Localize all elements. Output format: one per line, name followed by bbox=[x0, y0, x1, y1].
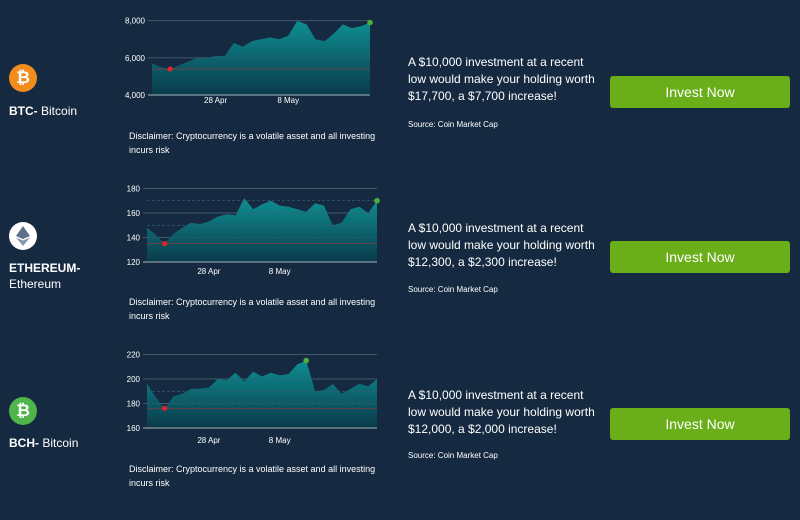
source-text: Source: Coin Market Cap bbox=[408, 285, 498, 294]
disclaimer-text: Disclaimer: Cryptocurrency is a volatile… bbox=[129, 297, 376, 321]
eth-price-chart: 120 140 160 180 28 Apr 8 May bbox=[127, 184, 380, 276]
bch-price-chart: 160 180 200 220 28 Apr 8 May bbox=[127, 350, 377, 445]
x-tick-label: 8 May bbox=[269, 436, 291, 445]
coin-full-name: Bitcoin bbox=[41, 104, 78, 118]
disclaimer-text: Disclaimer: Cryptocurrency is a volatile… bbox=[129, 464, 376, 488]
price-area bbox=[152, 20, 370, 96]
disclaimer-text: Disclaimer: Cryptocurrency is a volatile… bbox=[129, 131, 376, 155]
price-area bbox=[147, 198, 377, 262]
coin-name: BTC- Bitcoin bbox=[9, 103, 77, 119]
y-tick-label: 120 bbox=[127, 258, 141, 267]
x-tick-label: 28 Apr bbox=[197, 267, 220, 276]
x-tick-label: 28 Apr bbox=[204, 96, 227, 105]
bitcoin-cash-icon: ₿ bbox=[9, 397, 37, 425]
coin-ticker: BCH- bbox=[9, 436, 39, 450]
x-tick-label: 28 Apr bbox=[197, 436, 220, 445]
y-tick-label: 160 bbox=[127, 424, 141, 433]
source-text: Source: Coin Market Cap bbox=[408, 120, 498, 129]
coin-full-name: Ethereum bbox=[9, 277, 62, 291]
invest-now-button-eth[interactable]: Invest Now bbox=[610, 241, 790, 273]
y-tick-label: 160 bbox=[127, 209, 141, 218]
invest-now-button-btc[interactable]: Invest Now bbox=[610, 76, 790, 108]
y-tick-label: 8,000 bbox=[125, 17, 146, 26]
y-tick-label: 180 bbox=[127, 184, 141, 193]
coin-name: BCH- Bitcoin bbox=[9, 435, 78, 451]
coin-name: ETHEREUM- Ethereum bbox=[9, 260, 80, 292]
y-tick-label: 140 bbox=[127, 233, 141, 242]
investment-pitch: A $10,000 investment at a recent low wou… bbox=[408, 221, 595, 269]
investment-pitch: A $10,000 investment at a recent low wou… bbox=[408, 55, 595, 103]
x-tick-label: 8 May bbox=[269, 267, 291, 276]
coin-full-name: Bitcoin bbox=[42, 436, 79, 450]
y-tick-label: 200 bbox=[127, 375, 141, 384]
x-tick-label: 8 May bbox=[277, 96, 299, 105]
coin-row-btc: 4,000 6,000 8,000 28 Apr 8 May ₿ BTC- Bitcoi… bbox=[0, 0, 800, 170]
y-tick-label: 4,000 bbox=[125, 91, 146, 100]
y-tick-label: 180 bbox=[127, 399, 141, 408]
source-text: Source: Coin Market Cap bbox=[408, 451, 498, 460]
investment-pitch: A $10,000 investment at a recent low wou… bbox=[408, 388, 595, 436]
bitcoin-icon: ₿ bbox=[9, 64, 37, 92]
recent-low-marker bbox=[162, 405, 168, 411]
recent-low-marker bbox=[162, 241, 168, 247]
y-tick-label: 6,000 bbox=[125, 54, 146, 63]
coin-ticker: BTC- bbox=[9, 104, 38, 118]
coin-row-bch: 160 180 200 220 28 Apr 8 May ₿ BCH- Bitcoin D… bbox=[0, 340, 800, 510]
coin-ticker: ETHEREUM- bbox=[9, 261, 81, 275]
recent-high-marker bbox=[367, 19, 373, 26]
recent-low-marker bbox=[167, 66, 173, 72]
invest-now-button-bch[interactable]: Invest Now bbox=[610, 408, 790, 440]
price-area bbox=[147, 360, 377, 428]
y-tick-label: 220 bbox=[127, 350, 141, 359]
coin-row-eth: 120 140 160 180 28 Apr 8 May ETHEREUM- Ethere… bbox=[0, 170, 800, 340]
recent-high-marker bbox=[303, 357, 310, 364]
recent-high-marker bbox=[374, 197, 380, 204]
ethereum-icon bbox=[9, 222, 37, 250]
btc-price-chart: 4,000 6,000 8,000 28 Apr 8 May bbox=[125, 17, 373, 105]
